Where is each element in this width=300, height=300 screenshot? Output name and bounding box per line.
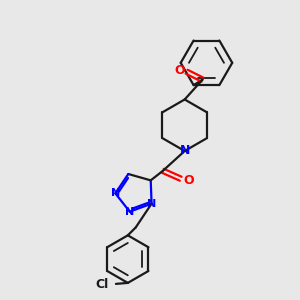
Text: O: O [174, 64, 185, 77]
Text: N: N [179, 145, 190, 158]
Text: N: N [111, 188, 120, 198]
Text: O: O [183, 174, 194, 187]
Text: N: N [147, 199, 156, 208]
Text: Cl: Cl [95, 278, 109, 291]
Text: N: N [125, 207, 134, 217]
